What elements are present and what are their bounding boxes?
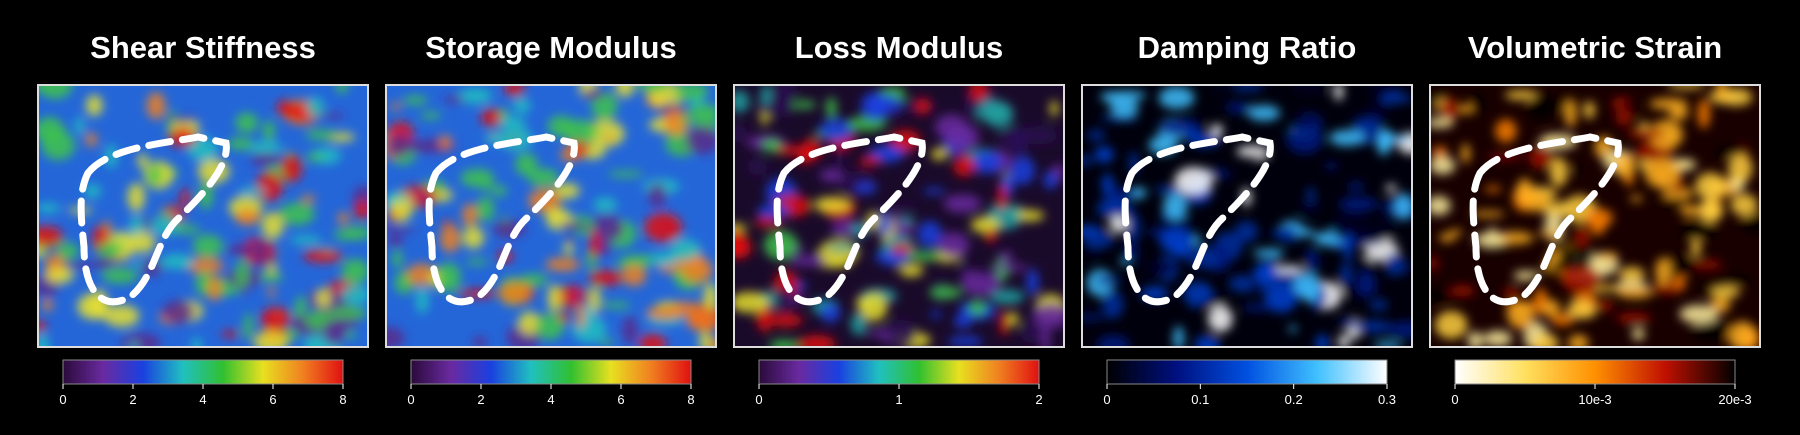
panel-title: Volumetric Strain (1468, 30, 1722, 65)
colorbar (62, 359, 344, 385)
image-frame (37, 84, 369, 348)
map-image (1082, 85, 1412, 347)
colorbar-tick-label: 8 (687, 392, 694, 407)
panel-title: Storage Modulus (425, 30, 676, 65)
roi-outline (425, 133, 578, 306)
image-frame (1429, 84, 1761, 348)
colorbar-tick-label: 2 (477, 392, 484, 407)
map-image (38, 85, 368, 347)
panel-title: Damping Ratio (1138, 30, 1357, 65)
colorbar-tick-label: 4 (199, 392, 206, 407)
colorbar-tick-label: 20e-3 (1718, 392, 1751, 407)
colorbar-tick-label: 0 (755, 392, 762, 407)
colorbar-tick-label: 8 (339, 392, 346, 407)
colorbar-tick-label: 0.1 (1191, 392, 1209, 407)
panel: Damping Ratio 0 0.1 0.2 0.3 (1081, 30, 1413, 407)
colorbar (1106, 359, 1388, 385)
panel-title: Shear Stiffness (90, 30, 316, 65)
roi-outline (77, 133, 230, 306)
image-frame (733, 84, 1065, 348)
colorbar (758, 359, 1040, 385)
map-image (1430, 85, 1760, 347)
colorbar-tick-label: 2 (1035, 392, 1042, 407)
colorbar-tick-label: 0 (59, 392, 66, 407)
panel: Loss Modulus 0 1 2 (733, 30, 1065, 407)
colorbar-tick-label: 6 (617, 392, 624, 407)
map-image (386, 85, 716, 347)
colorbar-tick-label: 0.2 (1285, 392, 1303, 407)
panel-title: Loss Modulus (795, 30, 1003, 65)
colorbar (410, 359, 692, 385)
colorbar-tick-label: 0.3 (1378, 392, 1396, 407)
colorbar-tick-label: 2 (129, 392, 136, 407)
colorbar-tick-label: 0 (1451, 392, 1458, 407)
roi-outline (1469, 133, 1622, 306)
colorbar-tick-label: 0 (1103, 392, 1110, 407)
colorbar-tick-label: 4 (547, 392, 554, 407)
map-image (734, 85, 1064, 347)
colorbar-tick-label: 10e-3 (1578, 392, 1611, 407)
panel: Storage Modulus 0 2 4 6 8 (385, 30, 717, 407)
roi-outline (773, 133, 926, 306)
colorbar-tick-label: 6 (269, 392, 276, 407)
colorbar (1454, 359, 1736, 385)
roi-outline (1121, 133, 1274, 306)
colorbar-tick-label: 1 (895, 392, 902, 407)
colorbar-tick-label: 0 (407, 392, 414, 407)
image-frame (1081, 84, 1413, 348)
panel: Volumetric Strain 0 10e-3 20e-3 (1429, 30, 1761, 407)
image-frame (385, 84, 717, 348)
panel: Shear Stiffness 0 2 4 6 8 (37, 30, 369, 407)
